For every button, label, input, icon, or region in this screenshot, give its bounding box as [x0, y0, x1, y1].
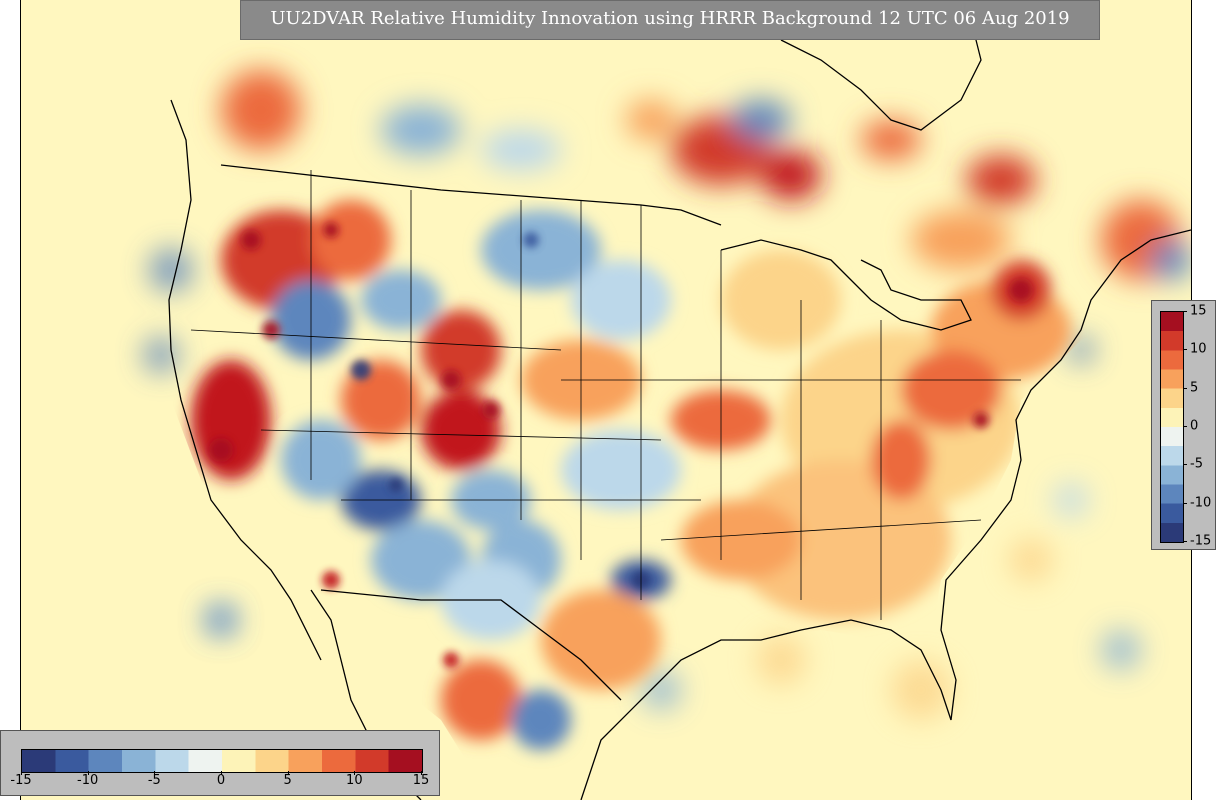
- horizontal-colorbar-gradient: [21, 749, 423, 773]
- vertical-colorbar-tickmark: [1183, 349, 1187, 351]
- horizontal-colorbar-tick-label: 15: [412, 773, 430, 788]
- horizontal-colorbar: -15 -10 -5 0 5 10 15: [0, 730, 440, 796]
- horizontal-colorbar-tick-label: -15: [10, 773, 32, 788]
- vertical-colorbar: -15 -10 -5 0 5 10 15: [1151, 300, 1216, 550]
- horizontal-colorbar-tickmark: [287, 771, 289, 775]
- great-lakes: [720, 239, 972, 331]
- horizontal-colorbar-tickmark: [221, 771, 222, 775]
- horizontal-colorbar-tick-label: 0: [216, 773, 226, 788]
- hudson-bay: [780, 19, 982, 131]
- vertical-colorbar-tick-label: 0: [1190, 418, 1199, 434]
- horizontal-colorbar-tickmark: [21, 771, 22, 775]
- horizontal-colorbar-tick-label: 10: [346, 773, 363, 788]
- vertical-colorbar-tickmark: [1183, 541, 1187, 542]
- vertical-colorbar-tickmark: [1183, 502, 1187, 504]
- vertical-colorbar-tick-label: -5: [1190, 456, 1203, 472]
- vertical-colorbar-tickmark: [1183, 426, 1187, 427]
- vertical-colorbar-tick-label: 15: [1190, 303, 1207, 319]
- state-borders: [190, 170, 1021, 620]
- us-mexico-border: [320, 589, 622, 701]
- horizontal-colorbar-tickmark: [87, 771, 89, 775]
- horizontal-colorbar-tick-label: 5: [283, 773, 292, 788]
- east-coast: [940, 229, 1191, 721]
- map-title: UU2DVAR Relative Humidity Innovation usi…: [270, 8, 1070, 29]
- horizontal-colorbar-tick-label: -10: [77, 773, 99, 788]
- gulf-coast: [580, 619, 952, 800]
- west-coast: [168, 99, 322, 661]
- horizontal-colorbar-tick-label: -5: [147, 773, 161, 788]
- land-anomalies: [191, 200, 1071, 750]
- canada-anomalies: [209, 70, 1191, 632]
- vertical-colorbar-tick-label: -15: [1190, 533, 1212, 549]
- vertical-colorbar-gradient: [1160, 311, 1184, 543]
- map-panel: [20, 0, 1192, 800]
- vertical-colorbar-tickmark: [1183, 464, 1187, 466]
- vertical-colorbar-tickmark: [1183, 387, 1187, 389]
- horizontal-colorbar-tickmark: [354, 771, 356, 775]
- vertical-colorbar-tick-label: 10: [1190, 341, 1207, 357]
- horizontal-colorbar-tickmark: [154, 771, 156, 775]
- vertical-colorbar-tickmark: [1183, 311, 1187, 312]
- humidity-innovation-map: [21, 0, 1191, 800]
- horizontal-colorbar-tickmark: [421, 771, 422, 775]
- title-bar: UU2DVAR Relative Humidity Innovation usi…: [240, 0, 1100, 40]
- vertical-colorbar-tick-label: -10: [1190, 495, 1212, 511]
- ocean-anomalies: [143, 248, 1141, 720]
- vertical-colorbar-tick-label: 5: [1190, 380, 1199, 396]
- coastlines-and-borders: [168, 19, 1191, 800]
